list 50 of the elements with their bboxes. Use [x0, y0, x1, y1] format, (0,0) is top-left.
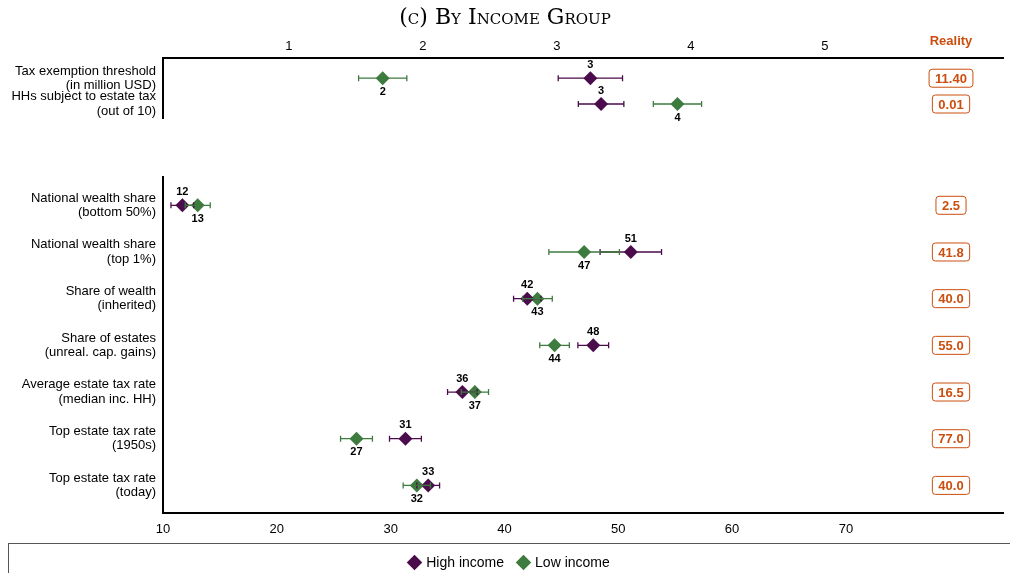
- data-label: 3: [587, 57, 594, 70]
- text: Reality: [929, 33, 974, 49]
- x-tick-label: 1: [285, 38, 293, 54]
- annotation: 16.5: [938, 384, 964, 400]
- data-label: 13: [191, 211, 204, 224]
- y-tick-label: Share of estates (unreal. cap. gains): [44, 329, 157, 360]
- annotation: 41.8: [938, 244, 964, 260]
- annotation: 0.01: [938, 96, 964, 112]
- data-label: 32: [410, 491, 423, 504]
- annotation: 55.0: [938, 337, 964, 353]
- data-label: 42: [521, 278, 534, 291]
- y-tick-label: National wealth share (top 1%): [30, 236, 156, 266]
- legend-label: Low income: [535, 554, 610, 570]
- data-label: 27: [350, 445, 363, 458]
- y-tick-label: National wealth share (bottom 50%): [30, 189, 156, 220]
- x-tick-label: 20: [269, 520, 285, 536]
- x-tick-label: 40: [497, 520, 512, 536]
- data-label: 12: [176, 184, 189, 197]
- data-label: 36: [456, 371, 469, 384]
- data-label: 51: [624, 231, 637, 244]
- data-label: 2: [379, 84, 386, 97]
- x-tick-label: 60: [724, 520, 740, 536]
- x-tick-label: 2: [419, 38, 427, 54]
- y-tick-label: Top estate tax rate (1950s): [49, 423, 156, 453]
- annotation: 40.0: [938, 477, 964, 493]
- x-tick-label: 10: [155, 520, 171, 536]
- data-label: 33: [422, 464, 435, 477]
- y-tick-label: Top estate tax rate (today): [49, 469, 156, 500]
- data-label: 43: [531, 305, 544, 318]
- y-tick-label: Average estate tax rate (median inc. HH): [21, 376, 156, 406]
- data-label: 44: [548, 351, 562, 364]
- data-label: 31: [399, 418, 412, 431]
- data-label: 47: [578, 258, 591, 271]
- data-label: 37: [468, 398, 481, 411]
- x-tick-label: 30: [383, 520, 398, 536]
- annotation: 40.0: [938, 291, 964, 307]
- annotation: 77.0: [938, 431, 964, 447]
- data-label: 48: [587, 324, 600, 337]
- legend-label: High income: [426, 554, 505, 570]
- annotation: 11.40: [935, 70, 967, 86]
- data-label: 4: [674, 110, 682, 123]
- annotation: 2.5: [941, 197, 961, 213]
- chart-title: (c) By Income Group: [398, 4, 612, 29]
- x-tick-label: 50: [611, 520, 626, 536]
- y-tick-label: Share of wealth (inherited): [65, 283, 156, 313]
- x-tick-label: 5: [821, 38, 829, 54]
- x-tick-label: 3: [553, 38, 561, 54]
- x-tick-label: 70: [838, 520, 854, 536]
- x-tick-label: 4: [687, 38, 695, 54]
- data-label: 3: [598, 83, 605, 96]
